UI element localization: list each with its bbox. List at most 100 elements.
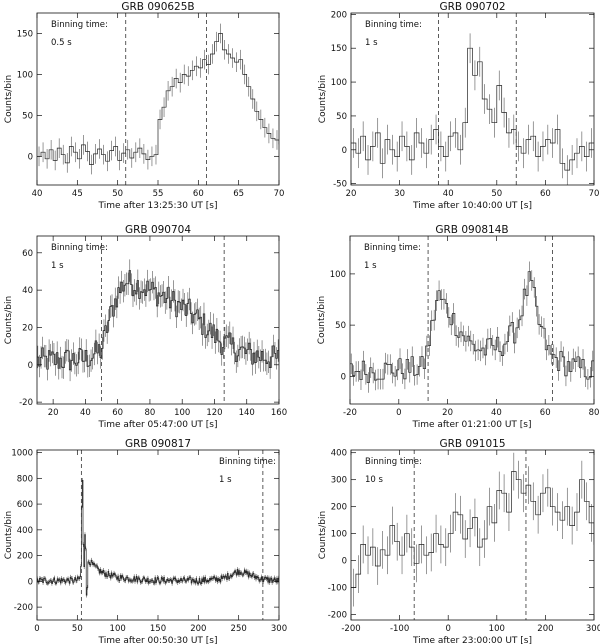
x-tick-label: 0: [34, 624, 39, 634]
x-tick-label: 30: [394, 189, 405, 199]
x-tick-label: 200: [537, 624, 553, 634]
x-tick-label: 100: [174, 408, 190, 418]
y-axis-label: Counts/bin: [4, 75, 14, 123]
axes-frame: [37, 13, 279, 185]
x-tick-label: 60: [540, 189, 551, 199]
y-axis-label: Counts/bin: [4, 511, 14, 559]
x-axis-label: Time after 13:25:30 UT [s]: [98, 201, 218, 211]
light-curve: [37, 34, 440, 167]
chart-title: GRB 090704: [125, 224, 191, 236]
x-tick-label: 300: [271, 624, 287, 634]
panel-2: 20 30 40 50 60 70 -50 0 50 100 150 200 GRB 090702 Tim…: [318, 1, 599, 211]
plot-area: [37, 24, 440, 176]
x-axis-label: Time after 05:47:00 UT [s]: [98, 420, 218, 430]
x-tick-label: 150: [150, 624, 166, 634]
x-tick-label: 20: [346, 189, 357, 199]
x-tick-label: 80: [145, 408, 156, 418]
y-tick-label: 800: [17, 474, 33, 484]
y-tick-label: 100: [330, 270, 346, 280]
panel-5: 0 50 100 150 200 250 300 -200 0 200 400 600 800 1000 G…: [4, 438, 287, 644]
axes-frame: [37, 450, 279, 620]
x-tick-label: 50: [72, 624, 83, 634]
x-axis-label: Time after 23:00:00 UT [s]: [412, 636, 532, 644]
binning-note: Binning time:: [364, 243, 421, 253]
y-tick-label: 20: [22, 323, 33, 333]
x-axis-label: Time after 00:50:30 UT [s]: [98, 636, 218, 644]
y-tick-label: 0: [342, 146, 347, 156]
x-tick-label: 140: [239, 408, 255, 418]
y-tick-label: 50: [336, 112, 347, 122]
y-tick-label: 400: [17, 526, 33, 536]
y-tick-label: -200: [14, 603, 33, 613]
y-tick-label: -50: [333, 180, 347, 190]
panel-4: -20 0 20 40 60 80 0 50 100 GRB 090814B Time after …: [317, 224, 599, 430]
x-tick-label: 40: [32, 189, 43, 199]
y-tick-label: 600: [17, 500, 33, 510]
y-tick-label: 300: [331, 476, 347, 486]
y-axis-label: Counts/bin: [4, 296, 14, 344]
y-tick-label: 0: [28, 361, 33, 371]
x-tick-label: 300: [586, 624, 600, 634]
binning-note: 0.5 s: [51, 38, 72, 48]
x-tick-label: 100: [489, 624, 505, 634]
y-tick-label: 50: [335, 321, 346, 331]
y-tick-label: 60: [22, 249, 33, 259]
plot-area: [351, 33, 594, 185]
chart-title: GRB 091015: [439, 438, 505, 450]
binning-note: Binning time:: [365, 20, 422, 30]
chart-title: GRB 090702: [439, 1, 505, 13]
y-tick-label: -200: [328, 611, 347, 621]
plot-area: [37, 478, 279, 598]
y-tick-label: 200: [331, 10, 347, 20]
panel-6: -200 -100 0 100 200 300 -200 -100 0 100 200 300 400 G…: [318, 438, 600, 644]
chart-title: GRB 090814B: [435, 224, 508, 236]
chart-title: GRB 090625B: [121, 1, 194, 13]
x-tick-label: 80: [589, 408, 600, 418]
y-axis-label: Counts/bin: [318, 511, 328, 559]
axes-frame: [351, 13, 594, 185]
x-tick-label: 0: [445, 624, 450, 634]
y-tick-label: 50: [22, 111, 33, 121]
plot-area: [351, 453, 600, 607]
x-tick-label: -200: [341, 624, 360, 634]
x-tick-label: 200: [190, 624, 206, 634]
error-bars: [353, 453, 600, 607]
y-tick-label: 1000: [11, 449, 33, 459]
x-tick-label: 60: [540, 408, 551, 418]
panel-3: 20 40 60 80 100 120 140 160 -20 0 20 40 60 GRB 090704…: [4, 224, 287, 430]
binning-note: 10 s: [365, 475, 384, 485]
chart-title: GRB 090817: [125, 438, 191, 450]
axes-frame: [37, 236, 279, 404]
binning-note: Binning time:: [365, 457, 422, 467]
y-tick-label: 200: [331, 503, 347, 513]
y-tick-label: 40: [22, 286, 33, 296]
binning-note: 1 s: [219, 475, 232, 485]
x-tick-label: 160: [271, 408, 287, 418]
binning-note: 1 s: [364, 261, 377, 271]
x-tick-label: 50: [112, 189, 123, 199]
error-bars: [351, 261, 593, 392]
x-tick-label: 60: [112, 408, 123, 418]
x-tick-label: 70: [274, 189, 285, 199]
x-tick-label: 40: [80, 408, 91, 418]
light-curve: [350, 272, 594, 383]
binning-note: 1 s: [365, 38, 378, 48]
x-axis-label: Time after 01:21:00 UT [s]: [412, 420, 532, 430]
binning-note: Binning time:: [51, 20, 108, 30]
x-tick-label: 65: [233, 189, 244, 199]
x-tick-label: -20: [343, 408, 357, 418]
x-tick-label: 55: [153, 189, 164, 199]
panel-1: 40 45 50 55 60 65 70 0 50 100 150 GRB 090625B Time a…: [4, 1, 440, 211]
y-tick-label: -100: [328, 584, 347, 594]
y-tick-label: 0: [342, 557, 347, 567]
x-tick-label: 45: [72, 189, 83, 199]
y-tick-label: 0: [28, 152, 33, 162]
y-tick-label: 150: [17, 29, 33, 39]
plot-area: [37, 259, 279, 381]
y-axis-label: Counts/bin: [317, 296, 327, 344]
error-bars: [37, 478, 278, 598]
x-tick-label: 50: [491, 189, 502, 199]
binning-note: Binning time:: [51, 243, 108, 253]
y-tick-label: 0: [341, 372, 346, 382]
